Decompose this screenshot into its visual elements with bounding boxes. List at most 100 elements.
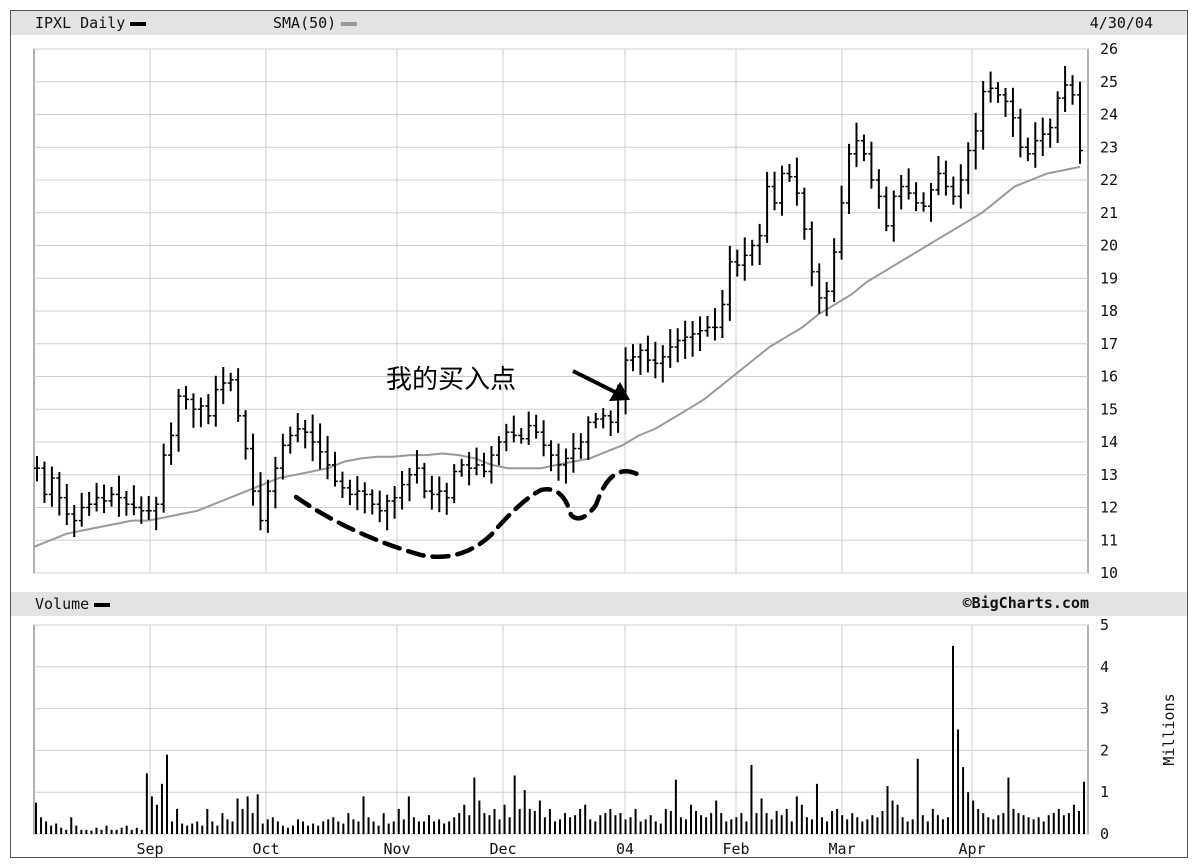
- price-bar: [212, 375, 219, 427]
- price-bar: [309, 414, 316, 462]
- price-bar: [332, 451, 338, 487]
- price-bar: [548, 440, 555, 472]
- price-header-band: [11, 11, 1187, 35]
- price-bar: [63, 484, 70, 526]
- price-bar: [659, 345, 666, 383]
- price-bar: [764, 171, 771, 243]
- price-bar: [980, 81, 987, 150]
- price-bar: [108, 486, 115, 507]
- buy-point-arrowhead: [609, 382, 630, 401]
- price-bar: [935, 155, 942, 196]
- price-bar: [466, 452, 473, 486]
- price-bar: [495, 436, 502, 466]
- price-bar: [704, 315, 711, 337]
- price-bar: [600, 408, 607, 429]
- price-bar: [160, 443, 167, 513]
- price-bar: [294, 413, 301, 443]
- price-tick-label: 14: [1100, 433, 1118, 451]
- month-tick-label: Feb: [722, 840, 749, 858]
- price-bar: [1024, 137, 1031, 162]
- price-bar: [898, 174, 905, 210]
- price-bar: [443, 482, 450, 515]
- price-bar: [816, 263, 823, 314]
- price-bar: [242, 410, 249, 460]
- price-bar: [93, 482, 100, 512]
- price-bar: [674, 328, 681, 363]
- volume-tick-label: 1: [1100, 783, 1109, 801]
- price-bar: [175, 388, 182, 452]
- volume-tick-label: 2: [1100, 741, 1109, 759]
- price-bar: [279, 433, 286, 480]
- price-bar: [883, 186, 890, 232]
- price-tick-label: 24: [1100, 106, 1118, 124]
- buy-point-arrow: [572, 369, 618, 395]
- price-bar: [838, 185, 845, 260]
- price-bar: [808, 221, 815, 287]
- volume-legend-swatch: [94, 602, 111, 607]
- volume-header-band: [11, 592, 1187, 616]
- volume-tick-label: 3: [1100, 700, 1109, 718]
- price-bar: [354, 476, 361, 511]
- price-bar: [48, 466, 55, 507]
- price-bar: [1017, 108, 1024, 158]
- price-bar: [734, 249, 741, 277]
- price-tick-label: 18: [1100, 302, 1118, 320]
- month-tick-label: Mar: [828, 840, 855, 858]
- price-tick-label: 12: [1100, 499, 1118, 517]
- price-bar: [950, 176, 957, 205]
- price-bar: [1032, 122, 1039, 168]
- price-bar: [272, 456, 279, 509]
- price-bar: [1077, 81, 1083, 164]
- price-bar: [942, 160, 949, 196]
- price-bar: [302, 420, 309, 449]
- price-bar: [399, 471, 406, 510]
- price-tick-label: 16: [1100, 368, 1118, 386]
- price-tick-label: 15: [1100, 400, 1118, 418]
- price-bar: [481, 452, 487, 478]
- price-bar: [711, 308, 718, 341]
- month-tick-label: Apr: [958, 840, 985, 858]
- price-bar: [957, 164, 964, 209]
- volume-legend: Volume: [35, 595, 111, 613]
- price-bar: [920, 192, 927, 212]
- price-bar: [1062, 65, 1069, 113]
- volume-chart: 0 1 2 3 4 5 Sep Oct Nov Dec 04 Feb Mar Apr Millions: [33, 616, 1178, 858]
- price-bar: [168, 422, 175, 465]
- volume-label: Volume: [35, 595, 90, 613]
- price-bar: [235, 368, 242, 423]
- price-bar: [592, 412, 599, 429]
- sma-legend-swatch: [341, 21, 358, 26]
- price-bar: [264, 479, 271, 533]
- price-bar: [726, 245, 733, 321]
- price-bar: [965, 142, 972, 195]
- volume-tick-label: 0: [1100, 825, 1109, 843]
- price-bar: [860, 134, 867, 162]
- price-bar: [115, 475, 122, 517]
- volume-tick-label: 4: [1100, 658, 1109, 676]
- price-bar: [793, 157, 800, 206]
- sma-line: [33, 165, 1081, 548]
- ticker-label: IPXL Daily: [35, 14, 126, 32]
- price-chart: 10 11 12 13 14 15 16 17 18 19 20 21 22 23 24 25 26 我的买入点: [33, 40, 1118, 582]
- price-tick-label: 10: [1100, 564, 1118, 582]
- sma-label: SMA(50): [273, 14, 337, 32]
- price-bar: [153, 496, 160, 531]
- price-bar: [562, 448, 569, 484]
- price-bar: [622, 347, 629, 415]
- price-bar: [503, 423, 510, 452]
- price-bar: [1009, 87, 1016, 137]
- price-bar: [697, 316, 704, 352]
- price-bar: [540, 420, 547, 457]
- price-bar: [458, 458, 465, 477]
- price-bar: [689, 320, 696, 357]
- price-bar: [346, 479, 353, 506]
- price-bar: [34, 456, 40, 482]
- price-bar: [197, 397, 204, 428]
- price-bar: [101, 484, 108, 514]
- price-bar: [339, 471, 346, 499]
- ticker-legend-swatch: [130, 21, 147, 26]
- price-bar: [413, 450, 420, 484]
- price-bar: [71, 504, 78, 538]
- price-bar: [488, 446, 495, 484]
- price-bar: [406, 467, 413, 502]
